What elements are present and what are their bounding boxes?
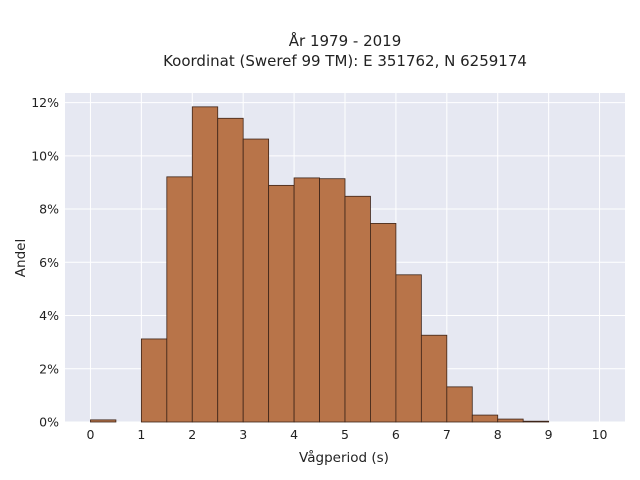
y-tick-label: 12% — [31, 95, 59, 110]
x-axis-ticks: 0 1 2 3 4 5 6 7 8 9 10 — [86, 427, 607, 442]
histogram-bar — [140, 338, 168, 423]
histogram-bar — [446, 386, 473, 423]
x-tick-label: 9 — [545, 427, 553, 442]
histogram-bar — [497, 418, 524, 423]
x-tick-label: 2 — [188, 427, 196, 442]
y-tick-label: 8% — [39, 202, 59, 217]
y-axis-label: Andel — [13, 239, 29, 277]
histogram-bar — [471, 414, 499, 423]
chart-title: År 1979 - 2019 — [289, 31, 402, 50]
x-tick-label: 1 — [137, 427, 145, 442]
y-axis-ticks: 0% 2% 4% 6% 8% 10% 12% — [31, 95, 59, 429]
x-tick-label: 0 — [86, 427, 94, 442]
histogram-bar — [344, 195, 371, 423]
chart-subtitle: Koordinat (Sweref 99 TM): E 351762, N 62… — [163, 52, 527, 70]
x-tick-label: 10 — [592, 427, 608, 442]
x-tick-label: 5 — [341, 427, 349, 442]
y-tick-label: 0% — [39, 415, 59, 430]
y-tick-label: 6% — [39, 255, 59, 270]
histogram-bar — [90, 419, 117, 423]
y-tick-label: 10% — [31, 148, 59, 163]
x-tick-label: 7 — [443, 427, 451, 442]
histogram-bar — [319, 178, 346, 423]
histogram-bar — [217, 117, 244, 423]
histogram-bar — [522, 420, 550, 423]
histogram-bar — [370, 223, 397, 423]
x-axis-label: Vågperiod (s) — [299, 449, 389, 466]
x-tick-label: 6 — [392, 427, 400, 442]
histogram-bar — [293, 177, 320, 423]
x-tick-label: 4 — [290, 427, 298, 442]
y-tick-label: 2% — [39, 361, 59, 376]
histogram-bar — [268, 184, 295, 423]
histogram-bar — [242, 138, 270, 423]
x-tick-label: 3 — [239, 427, 247, 442]
histogram-bar — [166, 176, 193, 423]
histogram-bar — [420, 334, 448, 423]
histogram-bar — [191, 106, 219, 423]
x-tick-label: 8 — [494, 427, 502, 442]
histogram-bars — [90, 106, 550, 423]
histogram-bar — [395, 274, 422, 423]
y-tick-label: 4% — [39, 308, 59, 323]
